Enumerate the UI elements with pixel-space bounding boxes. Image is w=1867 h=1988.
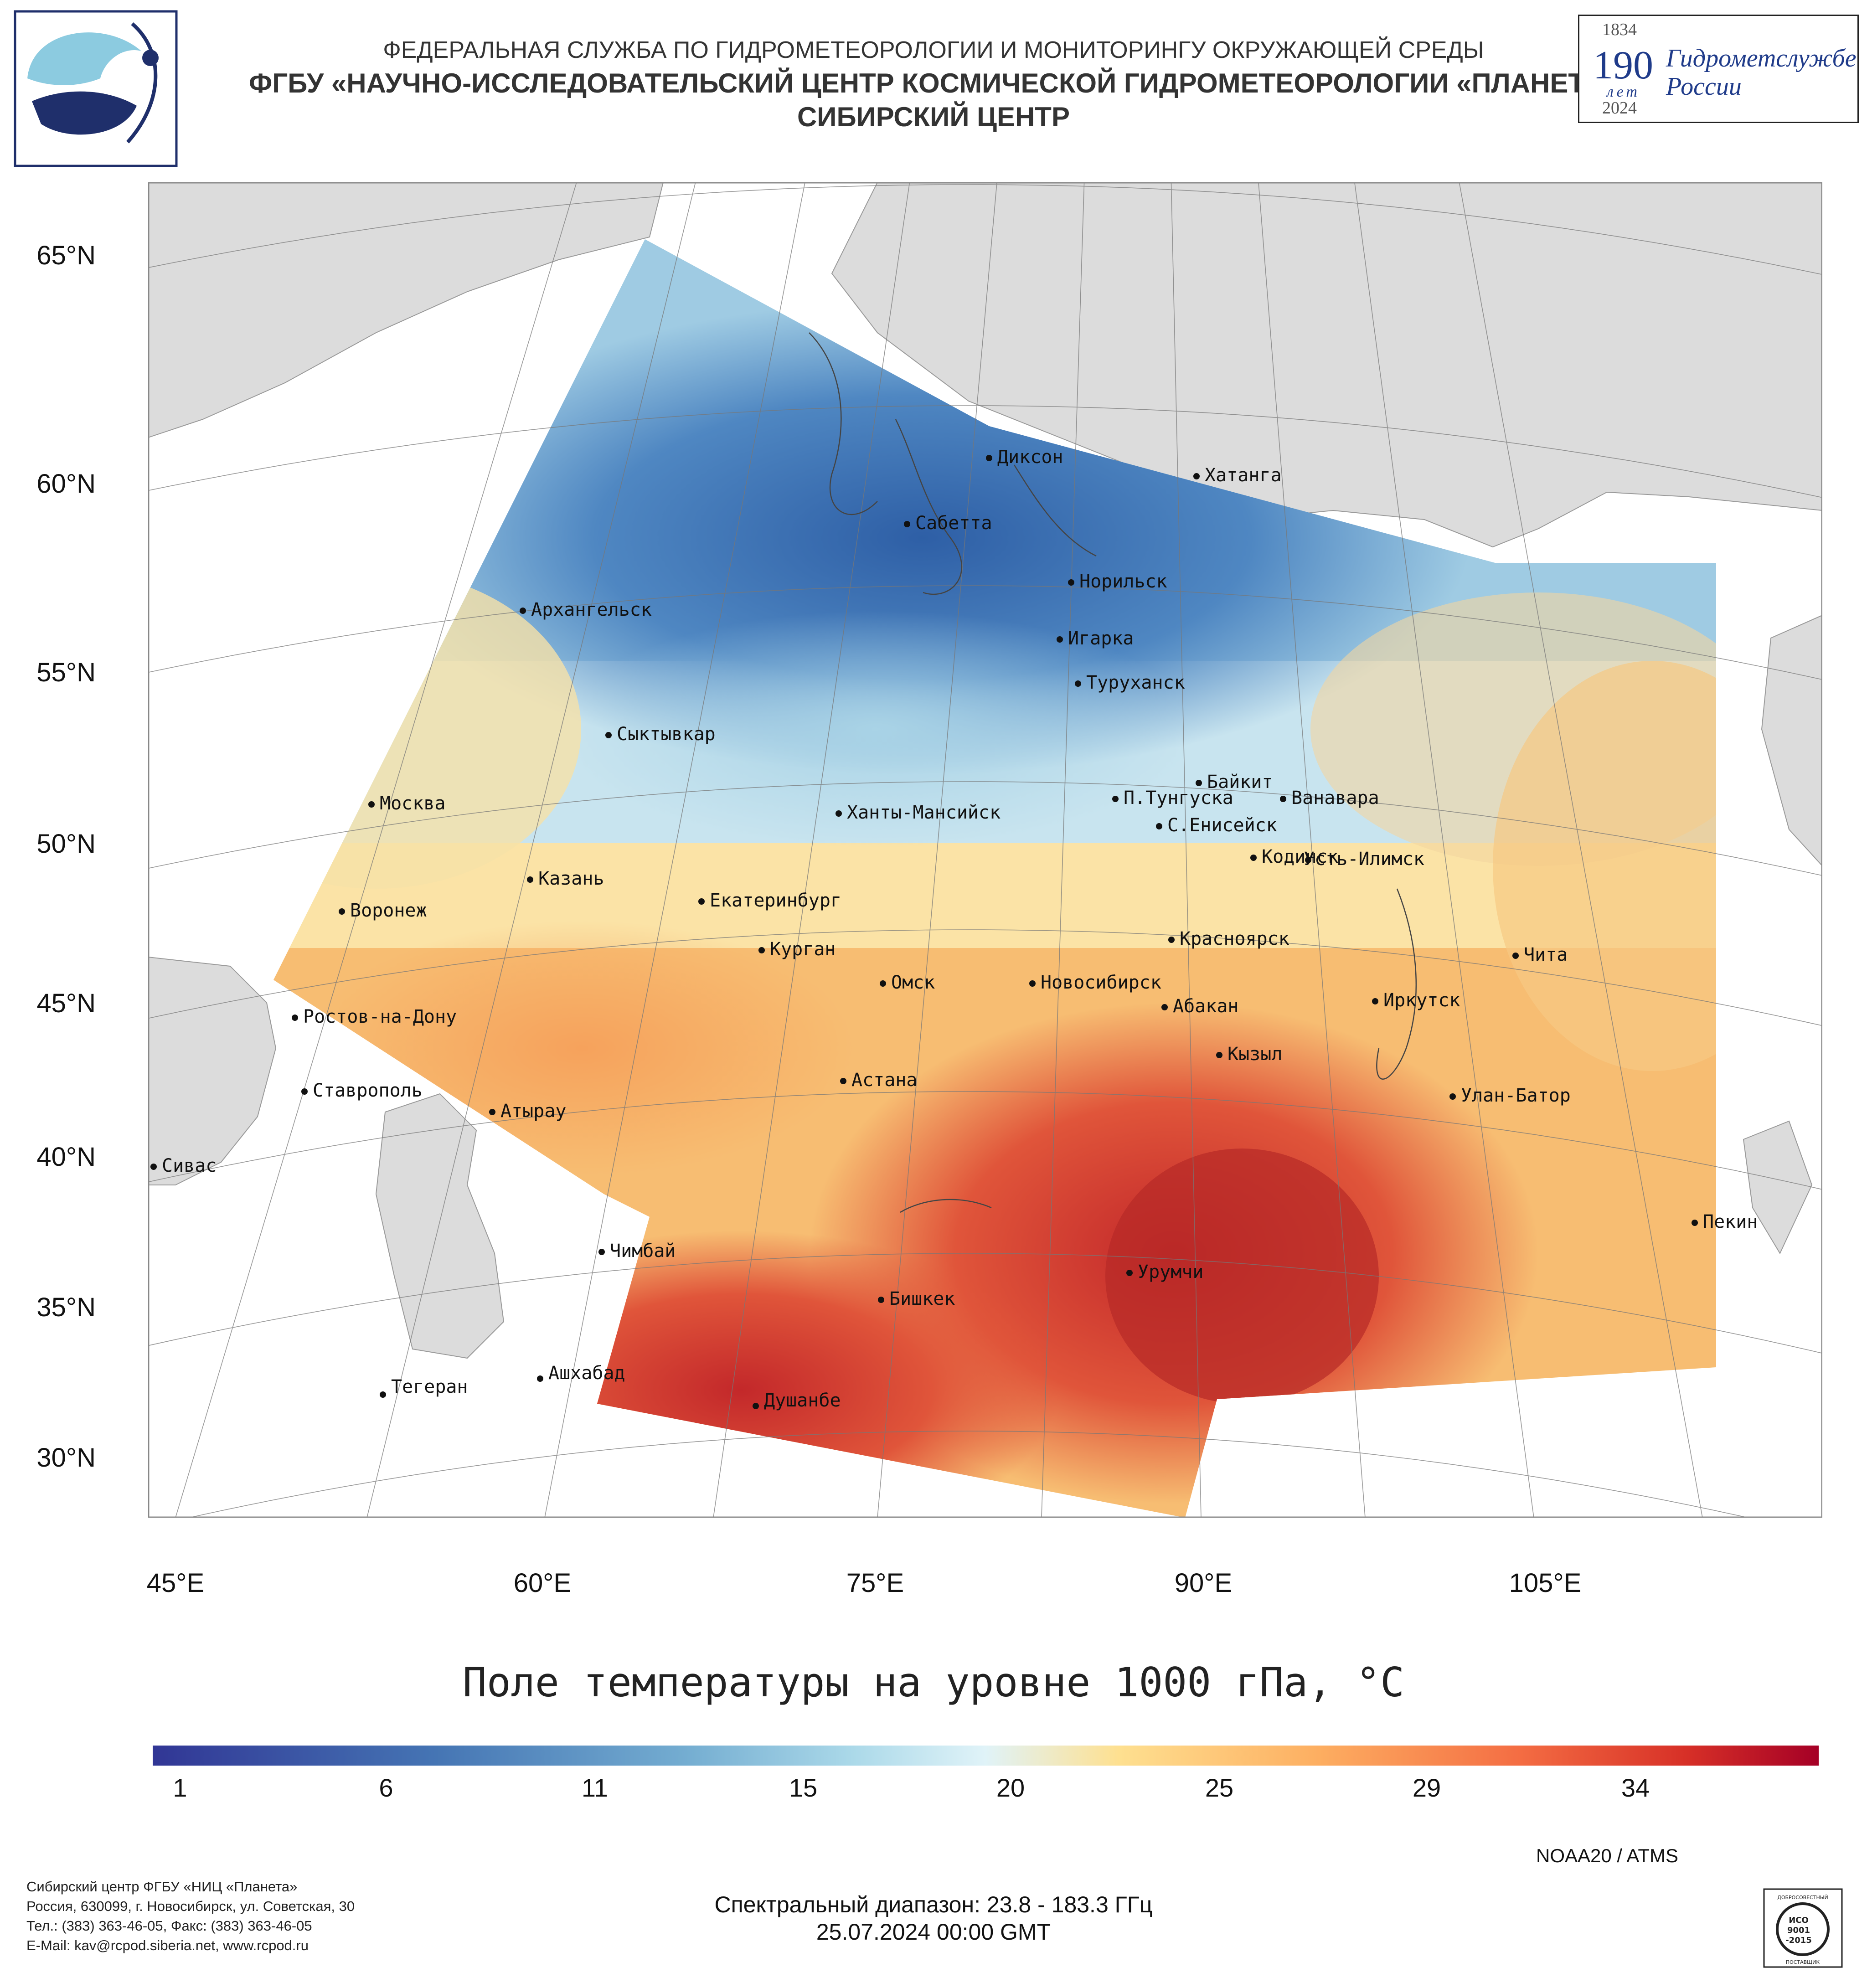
city-label: Усть-Илимск xyxy=(1304,849,1424,870)
lon-label: 60°E xyxy=(513,1568,572,1598)
spectral-range: Спектральный диапазон: 23.8 - 183.3 ГГц xyxy=(714,1892,1153,1917)
city-label: Иркутск xyxy=(1383,990,1460,1011)
city-label: Абакан xyxy=(1173,996,1239,1017)
lon-label: 45°E xyxy=(146,1568,205,1598)
legend-title: Поле температуры на уровне 1000 гПа, °C xyxy=(462,1659,1405,1706)
iso-certificate-badge: ДОБРОСОВЕСТНЫЙ ИСО 9001 -2015 ПОСТАВЩИК xyxy=(1763,1888,1843,1968)
iso-bottom-text: ПОСТАВЩИК xyxy=(1786,1959,1820,1965)
city-label: Омск xyxy=(891,972,935,993)
city-label: Кызыл xyxy=(1227,1044,1283,1065)
city-label: Ашхабад xyxy=(548,1363,625,1384)
city-label: Сабетта xyxy=(915,513,992,534)
lat-label: 35°N xyxy=(36,1293,96,1322)
scale-tick: 1 xyxy=(173,1773,187,1802)
lat-label: 50°N xyxy=(36,829,96,859)
graticule xyxy=(148,182,1822,1518)
lat-label: 30°N xyxy=(36,1443,96,1473)
address-line: E-Mail: kav@rcpod.siberia.net, www.rcpod… xyxy=(26,1937,309,1953)
city-label: Ростов-на-Дону xyxy=(303,1006,457,1027)
city-label: Чимбай xyxy=(610,1241,676,1262)
city-label: Бишкек xyxy=(889,1288,955,1309)
city-label: Улан-Батор xyxy=(1461,1085,1571,1106)
city-label: Игарка xyxy=(1068,628,1134,649)
city-label: Тегеран xyxy=(391,1376,468,1397)
scale-tick: 29 xyxy=(1412,1773,1441,1802)
anniversary-badge: 1834 190 лет 2024 Гидрометслужбе России xyxy=(1578,15,1859,123)
city-label: Кодинск xyxy=(1262,846,1339,867)
lat-label: 65°N xyxy=(36,241,96,270)
city-label: С.Енисейск xyxy=(1167,815,1277,836)
lon-label: 105°E xyxy=(1509,1568,1582,1598)
color-scale-bar xyxy=(153,1746,1819,1766)
city-label: Сивас xyxy=(162,1155,217,1176)
scale-tick: 20 xyxy=(996,1773,1025,1802)
city-label: Ванавара xyxy=(1291,788,1379,809)
header-line2: ФГБУ «НАУЧНО-ИССЛЕДОВАТЕЛЬСКИЙ ЦЕНТР КОС… xyxy=(249,68,1618,98)
city-label: Хатанга xyxy=(1205,465,1282,486)
city-label: Сыктывкар xyxy=(617,724,716,745)
city-label: Астана xyxy=(851,1070,918,1091)
city-label: Диксон xyxy=(997,447,1063,468)
lon-label: 75°E xyxy=(846,1568,904,1598)
map-frame xyxy=(148,182,1822,1518)
scale-tick: 34 xyxy=(1621,1773,1650,1802)
anniversary-org-line1: Гидрометслужбе xyxy=(1666,44,1857,72)
city-label: Воронеж xyxy=(350,900,427,921)
city-label: Пекин xyxy=(1703,1211,1758,1232)
scale-tick: 11 xyxy=(581,1773,609,1802)
anniversary-year-end: 2024 xyxy=(1602,98,1637,118)
city-label: Урумчи xyxy=(1138,1262,1204,1282)
city-label: Душанбе xyxy=(764,1390,841,1411)
city-label: Москва xyxy=(380,793,446,814)
observation-datetime: 25.07.2024 00:00 GMT xyxy=(816,1919,1051,1945)
city-label: Архангельск xyxy=(531,599,652,620)
coastlines xyxy=(809,332,1417,1213)
lon-label: 90°E xyxy=(1174,1568,1233,1598)
city-label: Норильск xyxy=(1079,571,1167,592)
scale-tick: 15 xyxy=(789,1773,818,1802)
city-label: Ханты-Мансийск xyxy=(847,802,1001,823)
address-line: Тел.: (383) 363-46-05, Факс: (383) 363-4… xyxy=(26,1918,312,1934)
scale-tick: 25 xyxy=(1205,1773,1234,1802)
anniversary-let: лет xyxy=(1607,83,1640,100)
city-label: Екатеринбург xyxy=(710,890,841,911)
satellite-label: NOAA20 / ATMS xyxy=(1536,1845,1678,1866)
temperature-map xyxy=(148,182,1822,1518)
city-label: Байкит xyxy=(1207,772,1273,793)
anniversary-org: Гидрометслужбе России xyxy=(1666,44,1857,101)
city-label: Атырау xyxy=(500,1101,567,1122)
city-label: Чита xyxy=(1524,944,1568,965)
anniversary-year-start: 1834 xyxy=(1602,20,1637,39)
address-line: Россия, 630099, г. Новосибирск, ул. Сове… xyxy=(26,1898,355,1914)
city-label: Ставрополь xyxy=(313,1080,423,1101)
header-line1: ФЕДЕРАЛЬНАЯ СЛУЖБА ПО ГИДРОМЕТЕОРОЛОГИИ … xyxy=(383,37,1484,63)
anniversary-number: 190 xyxy=(1593,43,1653,88)
city-label: Новосибирск xyxy=(1041,972,1161,993)
iso-text-3: -2015 xyxy=(1785,1936,1812,1945)
city-label: Красноярск xyxy=(1180,928,1289,949)
city-label: Казань xyxy=(538,868,604,889)
lat-label: 45°N xyxy=(36,989,96,1018)
lat-label: 40°N xyxy=(36,1142,96,1172)
address-line: Сибирский центр ФГБУ «НИЦ «Планета» xyxy=(26,1879,298,1895)
lat-label: 60°N xyxy=(36,469,96,499)
city-markers xyxy=(150,455,1698,1409)
scale-tick: 6 xyxy=(379,1773,393,1802)
landmass xyxy=(148,182,1822,1359)
lat-label: 55°N xyxy=(36,658,96,687)
header-line3: СИБИРСКИЙ ЦЕНТР xyxy=(797,102,1070,132)
planeta-logo xyxy=(14,10,178,167)
city-label: Курган xyxy=(770,939,836,960)
city-label: П.Тунгуска xyxy=(1124,788,1233,809)
iso-top-text: ДОБРОСОВЕСТНЫЙ xyxy=(1777,1895,1828,1900)
iso-text-1: ИСО xyxy=(1789,1916,1809,1925)
anniversary-org-line2: России xyxy=(1666,72,1742,101)
iso-text-2: 9001 xyxy=(1787,1926,1810,1935)
temperature-field xyxy=(273,239,1716,1518)
city-label: Туруханск xyxy=(1086,672,1185,693)
